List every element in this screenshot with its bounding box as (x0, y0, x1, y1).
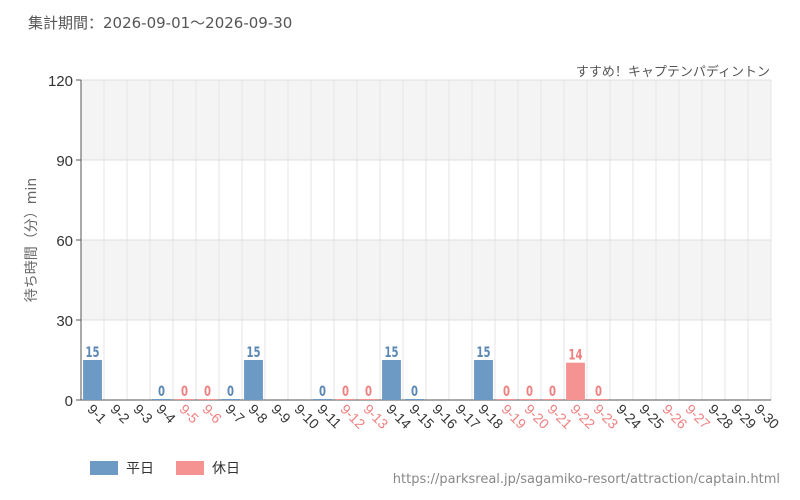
x-tick-label: 9-7 (222, 401, 248, 427)
x-tick-label: 9-29 (728, 401, 759, 432)
bar (359, 399, 378, 400)
x-tick-label: 9-27 (682, 401, 713, 432)
data-label: 0 (526, 383, 533, 399)
data-label: 0 (342, 383, 349, 399)
data-label: 0 (595, 383, 602, 399)
data-label: 0 (549, 383, 556, 399)
legend-label-weekday: 平日 (126, 461, 154, 477)
x-tick-label: 9-28 (705, 401, 736, 432)
bar (497, 399, 516, 400)
bar (175, 399, 194, 400)
x-tick-label: 9-19 (498, 401, 529, 432)
x-tick-label: 9-4 (153, 401, 179, 427)
source-url: https://parksreal.jp/sagamiko-resort/att… (392, 472, 780, 487)
data-label: 0 (503, 383, 510, 399)
x-tick-label: 9-6 (199, 401, 225, 427)
y-tick-label: 0 (65, 393, 73, 410)
x-tick-label: 9-12 (337, 401, 368, 432)
legend-swatch-holiday (176, 461, 204, 475)
data-label: 14 (568, 347, 582, 363)
bar (152, 399, 171, 400)
x-tick-label: 9-8 (245, 401, 271, 427)
legend-item-weekday: 平日 (90, 458, 154, 478)
data-label: 0 (181, 383, 188, 399)
x-tick-label: 9-17 (452, 401, 483, 432)
x-tick-label: 9-24 (613, 401, 644, 432)
bar (566, 362, 585, 400)
bar (198, 399, 217, 400)
legend: 平日 休日 (90, 458, 240, 478)
data-label: 0 (365, 383, 372, 399)
data-label: 15 (476, 344, 490, 360)
x-tick-label: 9-5 (176, 401, 202, 427)
x-tick-label: 9-26 (659, 401, 690, 432)
x-tick-label: 9-23 (590, 401, 621, 432)
bar (405, 399, 424, 400)
period-label: 集計期間：2026-09-01～2026-09-30 (28, 14, 293, 32)
attraction-name: すすめ！キャプテンパディントン (575, 65, 770, 80)
bar (313, 399, 332, 400)
x-tick-label: 9-9 (268, 401, 294, 427)
x-tick-label: 9-2 (107, 401, 133, 427)
y-tick-label: 30 (56, 313, 73, 330)
data-label: 0 (158, 383, 165, 399)
legend-swatch-weekday (90, 461, 118, 475)
x-tick-label: 9-20 (521, 401, 552, 432)
bar (83, 360, 102, 400)
data-label: 0 (204, 383, 211, 399)
bar (382, 360, 401, 400)
x-tick-label: 9-11 (314, 401, 345, 432)
x-tick-label: 9-14 (383, 401, 414, 432)
x-tick-label: 9-30 (751, 401, 782, 432)
x-tick-label: 9-22 (567, 401, 598, 432)
y-tick-label: 60 (56, 233, 73, 250)
data-label: 0 (227, 383, 234, 399)
y-tick-label: 90 (56, 153, 73, 170)
bar (474, 360, 493, 400)
x-tick-label: 9-16 (429, 401, 460, 432)
data-label: 15 (85, 344, 99, 360)
data-label: 0 (319, 383, 326, 399)
data-label: 15 (246, 344, 260, 360)
x-tick-label: 9-3 (130, 401, 156, 427)
bar (221, 399, 240, 400)
bar (543, 399, 562, 400)
data-label: 15 (384, 344, 398, 360)
legend-label-holiday: 休日 (212, 461, 240, 477)
bar (589, 399, 608, 400)
x-tick-label: 9-13 (360, 401, 391, 432)
x-tick-label: 9-15 (406, 401, 437, 432)
bar (520, 399, 539, 400)
bar (244, 360, 263, 400)
data-label: 0 (411, 383, 418, 399)
y-axis-label: 待ち時間（分）min (24, 178, 40, 302)
x-tick-label: 9-10 (291, 401, 322, 432)
y-tick-label: 120 (48, 73, 73, 90)
x-tick-label: 9-25 (636, 401, 667, 432)
bar (336, 399, 355, 400)
x-tick-label: 9-18 (475, 401, 506, 432)
legend-item-holiday: 休日 (176, 458, 240, 478)
x-tick-label: 9-1 (84, 401, 110, 427)
x-tick-label: 9-21 (544, 401, 575, 432)
